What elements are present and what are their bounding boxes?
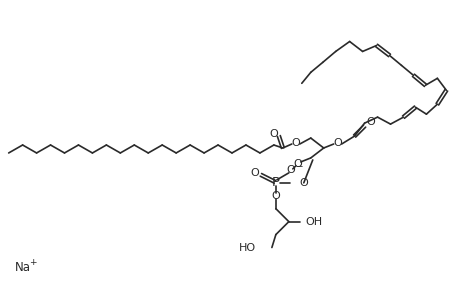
- Text: O: O: [333, 138, 342, 148]
- Text: OH: OH: [306, 217, 323, 227]
- Text: HO: HO: [239, 242, 256, 253]
- Text: O: O: [291, 138, 300, 148]
- Text: O: O: [294, 159, 302, 169]
- Text: Na: Na: [15, 261, 31, 274]
- Text: O: O: [250, 168, 259, 178]
- Text: P: P: [272, 176, 280, 189]
- Text: O: O: [269, 129, 278, 139]
- Text: −: −: [295, 162, 302, 171]
- Text: O: O: [300, 178, 308, 188]
- Text: +: +: [29, 258, 36, 267]
- Text: O: O: [287, 165, 295, 175]
- Text: O: O: [366, 117, 375, 127]
- Text: O: O: [271, 191, 280, 201]
